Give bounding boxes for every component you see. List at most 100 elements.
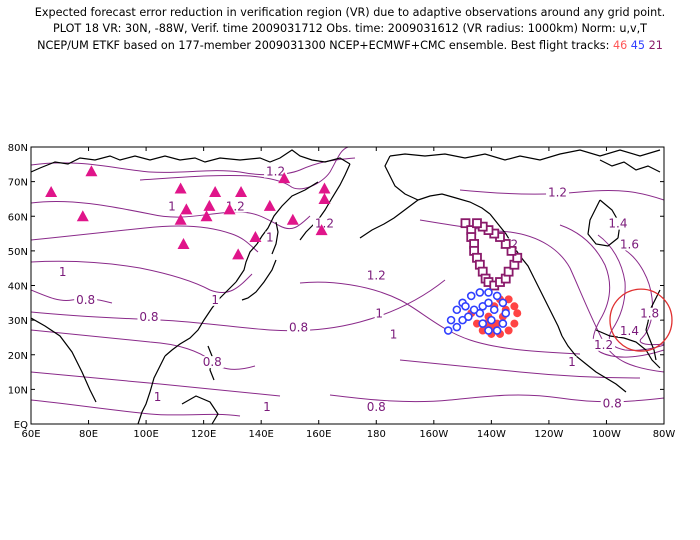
track-21-label: 21 bbox=[648, 39, 663, 52]
observation-site-marker bbox=[174, 213, 187, 225]
x-tick-label: 160W bbox=[419, 429, 448, 440]
track-45-marker bbox=[492, 326, 502, 335]
contour-label: 1.2 bbox=[266, 165, 285, 179]
contour-label: 0.8 bbox=[203, 355, 222, 369]
track-46-marker bbox=[513, 309, 522, 318]
contour-label: 1.4 bbox=[608, 217, 627, 231]
observation-site-marker bbox=[278, 172, 291, 184]
contour-label-bg bbox=[210, 293, 220, 306]
observation-site-marker bbox=[315, 224, 328, 236]
coast-borneo bbox=[181, 395, 219, 424]
coast-sakhalin bbox=[271, 221, 279, 255]
x-tick-label: 100E bbox=[133, 429, 158, 440]
y-tick-label: 50N bbox=[8, 247, 28, 258]
observation-site-marker bbox=[286, 213, 299, 225]
contour-line bbox=[459, 189, 664, 201]
contour-label-bg bbox=[58, 266, 68, 279]
coast-japan bbox=[241, 259, 277, 301]
contour-label: 1 bbox=[266, 230, 274, 244]
contour-line bbox=[31, 225, 259, 253]
observation-site-marker bbox=[177, 237, 190, 249]
coast-indochina bbox=[137, 355, 166, 424]
contour-label: 1 bbox=[154, 390, 162, 404]
x-tick-label: 160E bbox=[306, 429, 331, 440]
contour-lines bbox=[31, 147, 664, 417]
track-45-marker bbox=[469, 305, 479, 315]
contour-label-bg bbox=[312, 217, 336, 230]
contour-line bbox=[139, 147, 349, 190]
observation-site-marker bbox=[232, 248, 245, 260]
coast-korea bbox=[235, 243, 258, 283]
observation-site-marker bbox=[209, 186, 222, 198]
contour-label: 1.2 bbox=[548, 185, 567, 199]
contour-label-bg bbox=[617, 238, 641, 251]
coast-arctic-islands bbox=[599, 159, 661, 173]
track-21-marker bbox=[506, 245, 517, 256]
x-tick-label: 120E bbox=[191, 429, 216, 440]
title-line-3: NCEP/UM ETKF based on 177-member 2009031… bbox=[0, 38, 700, 54]
track-45-label: 45 bbox=[630, 39, 646, 52]
track-21-marker bbox=[503, 266, 514, 277]
contour-label-bg bbox=[567, 356, 577, 369]
track-45-marker bbox=[484, 298, 493, 308]
contour-label-bg bbox=[74, 293, 98, 306]
contour-label: 0.8 bbox=[139, 310, 158, 324]
track-45-marker bbox=[443, 326, 453, 335]
track-21-marker bbox=[472, 218, 482, 229]
contour-label: 1.2 bbox=[367, 269, 386, 283]
contour-label-bg bbox=[600, 397, 624, 410]
contour-label-bg bbox=[389, 328, 399, 341]
contour-label: 0.8 bbox=[367, 400, 386, 414]
contour-label: 1.8 bbox=[640, 307, 659, 321]
contour-label-bg bbox=[287, 321, 311, 334]
plot-frame bbox=[30, 146, 665, 425]
coast-mexico-west bbox=[561, 335, 627, 393]
observation-site-marker bbox=[235, 186, 248, 198]
contour-line bbox=[31, 260, 253, 294]
coast-alaska-north bbox=[389, 149, 661, 161]
contour-label: 1 bbox=[168, 199, 176, 213]
contour-label-bg bbox=[167, 200, 177, 213]
observation-site-marker bbox=[76, 210, 89, 222]
contour-line bbox=[31, 371, 281, 397]
x-tick-label: 180 bbox=[367, 429, 386, 440]
track-45-marker bbox=[484, 288, 493, 297]
x-tick-label: 120W bbox=[534, 429, 563, 440]
contour-label-bg bbox=[606, 217, 630, 230]
title-line-2: PLOT 18 VR: 30N, -88W, Verif. time 20090… bbox=[52, 22, 648, 35]
track-21-marker bbox=[460, 218, 471, 229]
contour-label: 1 bbox=[375, 307, 383, 321]
track-45-marker bbox=[475, 288, 485, 297]
contour-label-bg bbox=[546, 186, 570, 199]
observation-site-marker bbox=[174, 182, 187, 194]
track-45-marker bbox=[501, 308, 511, 318]
contour-label-bg bbox=[364, 401, 388, 414]
track-45-marker bbox=[452, 305, 462, 315]
observation-site-marker bbox=[249, 231, 262, 243]
contour-line bbox=[31, 399, 241, 417]
track-46-marker bbox=[504, 326, 513, 335]
contour-label-bg bbox=[262, 401, 272, 414]
contour-line bbox=[624, 249, 664, 346]
y-tick-label: 30N bbox=[8, 316, 28, 327]
contour-label: 1 bbox=[568, 355, 576, 369]
track-21-marker bbox=[500, 239, 511, 249]
coast-kamchatka bbox=[299, 163, 351, 241]
contour-label: 0.8 bbox=[289, 321, 308, 335]
coast-china bbox=[164, 281, 237, 357]
y-tick-label: 10N bbox=[8, 385, 28, 396]
observation-site-marker bbox=[318, 182, 331, 194]
contour-label: 1.2 bbox=[594, 338, 613, 352]
track-46-marker bbox=[510, 302, 519, 311]
contour-label-bg bbox=[374, 307, 384, 320]
contour-label-bg bbox=[153, 390, 163, 403]
y-tick-label: EQ bbox=[14, 420, 28, 431]
axes: 60E 80E 100E 120E 140E 160E 180 160W 140W 120W 100… bbox=[8, 143, 676, 440]
title-line-3-text: NCEP/UM ETKF based on 177-member 2009031… bbox=[37, 39, 610, 52]
observation-site-marker bbox=[45, 186, 58, 198]
track-45-marker bbox=[498, 298, 508, 308]
verification-region-circle bbox=[609, 288, 673, 352]
x-tick-label: 60E bbox=[21, 429, 40, 440]
observation-site-marker bbox=[203, 199, 216, 211]
contour-line bbox=[559, 224, 664, 358]
